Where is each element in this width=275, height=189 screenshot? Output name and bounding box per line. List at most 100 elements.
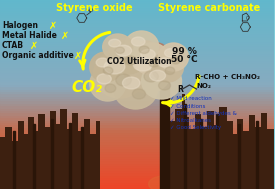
Bar — [0, 76, 274, 79]
Bar — [0, 181, 274, 184]
Ellipse shape — [138, 41, 156, 57]
Bar — [13, 131, 15, 189]
Bar — [0, 162, 274, 165]
Bar — [0, 64, 274, 67]
Text: ✓ Good Selectivity: ✓ Good Selectivity — [169, 125, 221, 129]
Bar — [0, 9, 274, 12]
Ellipse shape — [90, 52, 122, 82]
Text: ✓ Mild reaction: ✓ Mild reaction — [169, 97, 211, 101]
Bar — [0, 126, 274, 129]
Bar — [0, 33, 274, 36]
Bar — [0, 150, 274, 153]
Bar — [0, 83, 274, 86]
Bar — [0, 85, 274, 88]
Bar — [81, 127, 83, 189]
Bar — [0, 49, 274, 53]
Ellipse shape — [96, 58, 109, 67]
Ellipse shape — [125, 56, 137, 65]
Bar — [0, 37, 274, 41]
Bar — [0, 123, 274, 127]
Bar — [0, 104, 274, 108]
Ellipse shape — [131, 37, 145, 46]
Text: Metal Halide: Metal Halide — [2, 32, 57, 40]
Ellipse shape — [142, 65, 161, 83]
Bar — [0, 6, 274, 10]
Bar — [0, 140, 274, 143]
Bar — [0, 4, 274, 7]
Bar — [0, 112, 274, 115]
Polygon shape — [0, 109, 100, 189]
Bar — [238, 124, 240, 189]
Bar — [51, 119, 53, 189]
Bar — [0, 73, 274, 77]
Bar — [0, 25, 274, 29]
Bar — [0, 131, 274, 134]
Text: ✓ Different aldehydes &: ✓ Different aldehydes & — [169, 111, 236, 115]
Bar — [0, 169, 274, 172]
Ellipse shape — [133, 58, 152, 71]
Ellipse shape — [103, 67, 113, 74]
Text: 99 %: 99 % — [172, 46, 197, 56]
Bar — [0, 143, 274, 146]
Bar — [0, 61, 274, 65]
Ellipse shape — [139, 46, 149, 53]
Bar — [0, 88, 274, 91]
Ellipse shape — [148, 176, 178, 189]
Bar — [0, 71, 274, 74]
Ellipse shape — [94, 50, 145, 98]
Text: R: R — [178, 84, 183, 94]
Bar — [0, 78, 274, 81]
Bar — [0, 135, 274, 139]
Bar — [0, 174, 274, 177]
Bar — [0, 42, 274, 46]
Ellipse shape — [159, 81, 170, 90]
Bar — [0, 2, 274, 5]
Bar — [0, 0, 274, 2]
Bar — [0, 30, 274, 33]
Ellipse shape — [134, 43, 169, 75]
Bar — [33, 124, 35, 189]
Bar — [0, 100, 274, 103]
Bar — [0, 152, 274, 156]
Bar — [0, 59, 274, 62]
Ellipse shape — [114, 69, 158, 109]
Bar — [0, 157, 274, 160]
Ellipse shape — [103, 34, 133, 60]
Bar — [0, 44, 274, 48]
Ellipse shape — [105, 84, 116, 92]
Bar — [0, 155, 274, 158]
Ellipse shape — [104, 60, 125, 74]
Bar — [69, 123, 71, 189]
Bar — [0, 95, 274, 98]
Bar — [0, 109, 274, 112]
Bar — [0, 147, 274, 151]
Bar — [0, 133, 274, 136]
Bar — [0, 97, 274, 101]
Ellipse shape — [132, 89, 145, 99]
Bar — [256, 121, 258, 189]
Bar — [0, 186, 274, 189]
Bar — [0, 128, 274, 132]
Bar — [0, 178, 274, 182]
Bar — [0, 116, 274, 120]
Bar — [0, 176, 274, 179]
Text: Halogen: Halogen — [2, 22, 38, 30]
Bar — [0, 159, 274, 163]
Bar — [0, 57, 274, 60]
Text: Styrene carbonate: Styrene carbonate — [158, 3, 260, 13]
Ellipse shape — [90, 67, 126, 101]
Bar — [0, 18, 274, 22]
Bar — [200, 119, 202, 189]
Ellipse shape — [108, 38, 148, 74]
Text: ✓ Conditions: ✓ Conditions — [169, 104, 205, 108]
Bar — [0, 28, 274, 31]
Text: CO₂: CO₂ — [71, 80, 102, 94]
Bar — [160, 71, 169, 189]
Bar — [0, 80, 274, 84]
Bar — [0, 164, 274, 167]
Bar — [0, 102, 274, 105]
Bar — [0, 167, 274, 170]
Bar — [0, 54, 274, 57]
Ellipse shape — [148, 43, 167, 59]
Bar — [0, 21, 274, 24]
